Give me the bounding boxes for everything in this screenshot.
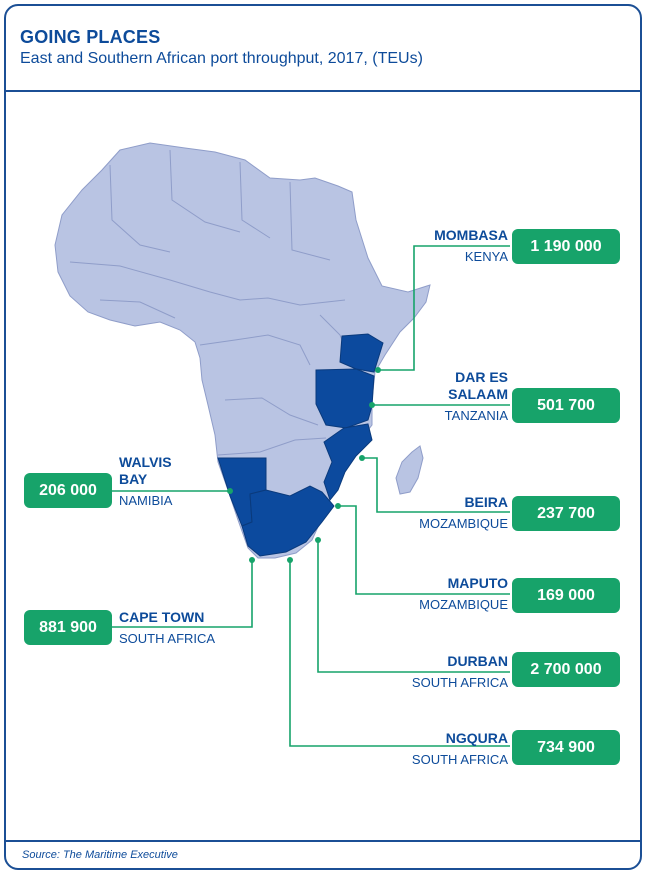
page-title: GOING PLACES [20, 27, 161, 47]
leader-durban [317, 540, 510, 673]
south-africa-highlight [241, 485, 335, 557]
port-label-durban: DURBAN SOUTH AFRICA [412, 653, 508, 691]
leader-cape-town [110, 560, 253, 628]
walvis-bay-marker [227, 488, 233, 494]
port-label-cape-town: CAPE TOWN SOUTH AFRICA [119, 609, 215, 647]
port-country: MOZAMBIQUE [419, 597, 508, 612]
durban-marker [315, 537, 321, 543]
source-note: Source: The Maritime Executive [22, 849, 178, 861]
cape-town-marker [249, 557, 255, 563]
port-name-line2: SALAAM [448, 386, 508, 402]
kenya-highlight [339, 333, 384, 373]
port-name-line1: WALVIS [119, 454, 172, 470]
port-name: DURBAN [447, 653, 508, 669]
footer-divider [6, 840, 640, 842]
beira-marker [359, 455, 365, 461]
value-box-mombasa: 1 190 000 [512, 229, 620, 264]
port-country: KENYA [464, 249, 508, 264]
port-name-line1: DAR ES [455, 369, 508, 385]
port-label-maputo: MAPUTO MOZAMBIQUE [419, 575, 508, 613]
port-label-dar-es-salaam: DAR ES SALAAM TANZANIA [445, 369, 508, 424]
leader-ngqura [289, 560, 510, 747]
port-label-beira: BEIRA MOZAMBIQUE [419, 494, 508, 532]
port-country: MOZAMBIQUE [419, 516, 508, 531]
page-subtitle: East and Southern African port throughpu… [20, 50, 423, 67]
port-name: CAPE TOWN [119, 609, 205, 625]
port-label-ngqura: NGQURA SOUTH AFRICA [412, 730, 508, 768]
value-box-durban: 2 700 000 [512, 652, 620, 687]
value-box-walvis-bay: 206 000 [24, 473, 112, 508]
leader-beira [362, 457, 510, 513]
value-box-maputo: 169 000 [512, 578, 620, 613]
port-country: TANZANIA [444, 408, 508, 423]
mozambique-highlight [323, 423, 373, 502]
leader-mombasa [378, 245, 510, 371]
port-label-mombasa: MOMBASA KENYA [434, 227, 508, 265]
leader-lines [110, 245, 510, 747]
value-box-ngqura: 734 900 [512, 730, 620, 765]
port-name: BEIRA [464, 494, 508, 510]
port-label-walvis-bay: WALVIS BAY NAMIBIA [119, 454, 172, 509]
port-name: MAPUTO [447, 575, 508, 591]
dar-es-salaam-marker [369, 402, 375, 408]
value-box-cape-town: 881 900 [24, 610, 112, 645]
ngqura-marker [287, 557, 293, 563]
port-country: SOUTH AFRICA [119, 631, 216, 646]
header-divider [6, 90, 640, 92]
port-name: NGQURA [445, 730, 508, 746]
leader-maputo [338, 505, 510, 595]
country-borders [69, 149, 351, 456]
port-country: SOUTH AFRICA [411, 675, 508, 690]
madagascar [395, 445, 424, 495]
value-box-beira: 237 700 [512, 496, 620, 531]
value-box-dar-es-salaam: 501 700 [512, 388, 620, 423]
port-name-line2: BAY [119, 471, 148, 487]
port-name: MOMBASA [434, 227, 508, 243]
maputo-marker [335, 503, 341, 509]
port-country: SOUTH AFRICA [411, 752, 508, 767]
tanzania-highlight [315, 368, 375, 429]
port-markers [227, 367, 381, 563]
port-country: NAMIBIA [119, 493, 173, 508]
mombasa-marker [375, 367, 381, 373]
